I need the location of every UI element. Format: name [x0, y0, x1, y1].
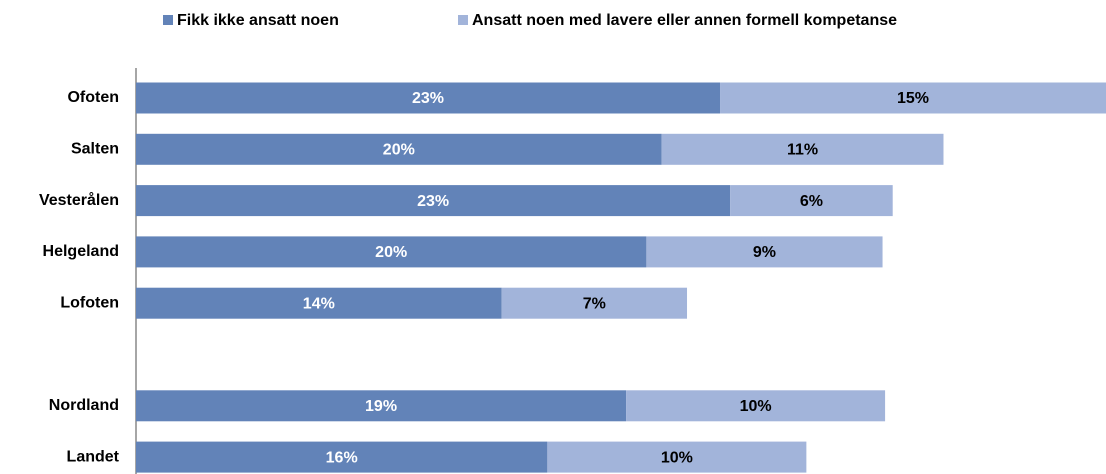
y-tick-label: Salten	[71, 141, 119, 158]
bar-segment	[626, 390, 886, 422]
data-label: 6%	[800, 193, 823, 210]
data-label: 10%	[661, 449, 693, 466]
bar-segment	[136, 441, 548, 473]
y-tick-label: Lofoten	[60, 294, 119, 311]
bar-segment	[136, 133, 662, 165]
y-tick-label: Vesterålen	[39, 191, 119, 209]
data-label: 19%	[365, 398, 397, 415]
data-label: 7%	[583, 295, 606, 312]
data-label: 9%	[753, 244, 776, 261]
bar-segment	[730, 185, 893, 217]
data-label: 23%	[412, 90, 444, 107]
bar-segment	[136, 185, 731, 217]
bar-segment	[501, 287, 688, 319]
data-label: 10%	[740, 398, 772, 415]
y-tick-label: Landet	[67, 448, 120, 465]
data-label: 23%	[417, 193, 449, 210]
y-tick-label: Nordland	[49, 397, 119, 414]
data-label: 16%	[326, 449, 358, 466]
data-label: 20%	[383, 142, 415, 159]
bar-segment	[136, 287, 502, 319]
data-label: 14%	[303, 295, 335, 312]
bar-segment	[136, 82, 721, 114]
bar-segment	[136, 390, 627, 422]
y-tick-label: Ofoten	[67, 89, 119, 106]
legend-swatch	[163, 15, 173, 25]
legend-label: Fikk ikke ansatt noen	[177, 12, 339, 29]
bar-segment	[646, 236, 883, 268]
legend-swatch	[458, 15, 468, 25]
bar-segment	[661, 133, 944, 165]
data-label: 11%	[787, 142, 818, 159]
legend-label: Ansatt noen med lavere eller annen forme…	[472, 12, 897, 29]
bar-segment	[136, 236, 647, 268]
data-label: 15%	[897, 90, 929, 107]
bar-segment	[720, 82, 1106, 114]
bar-segment	[547, 441, 807, 473]
data-label: 20%	[375, 244, 407, 261]
y-tick-label: Helgeland	[43, 243, 119, 260]
